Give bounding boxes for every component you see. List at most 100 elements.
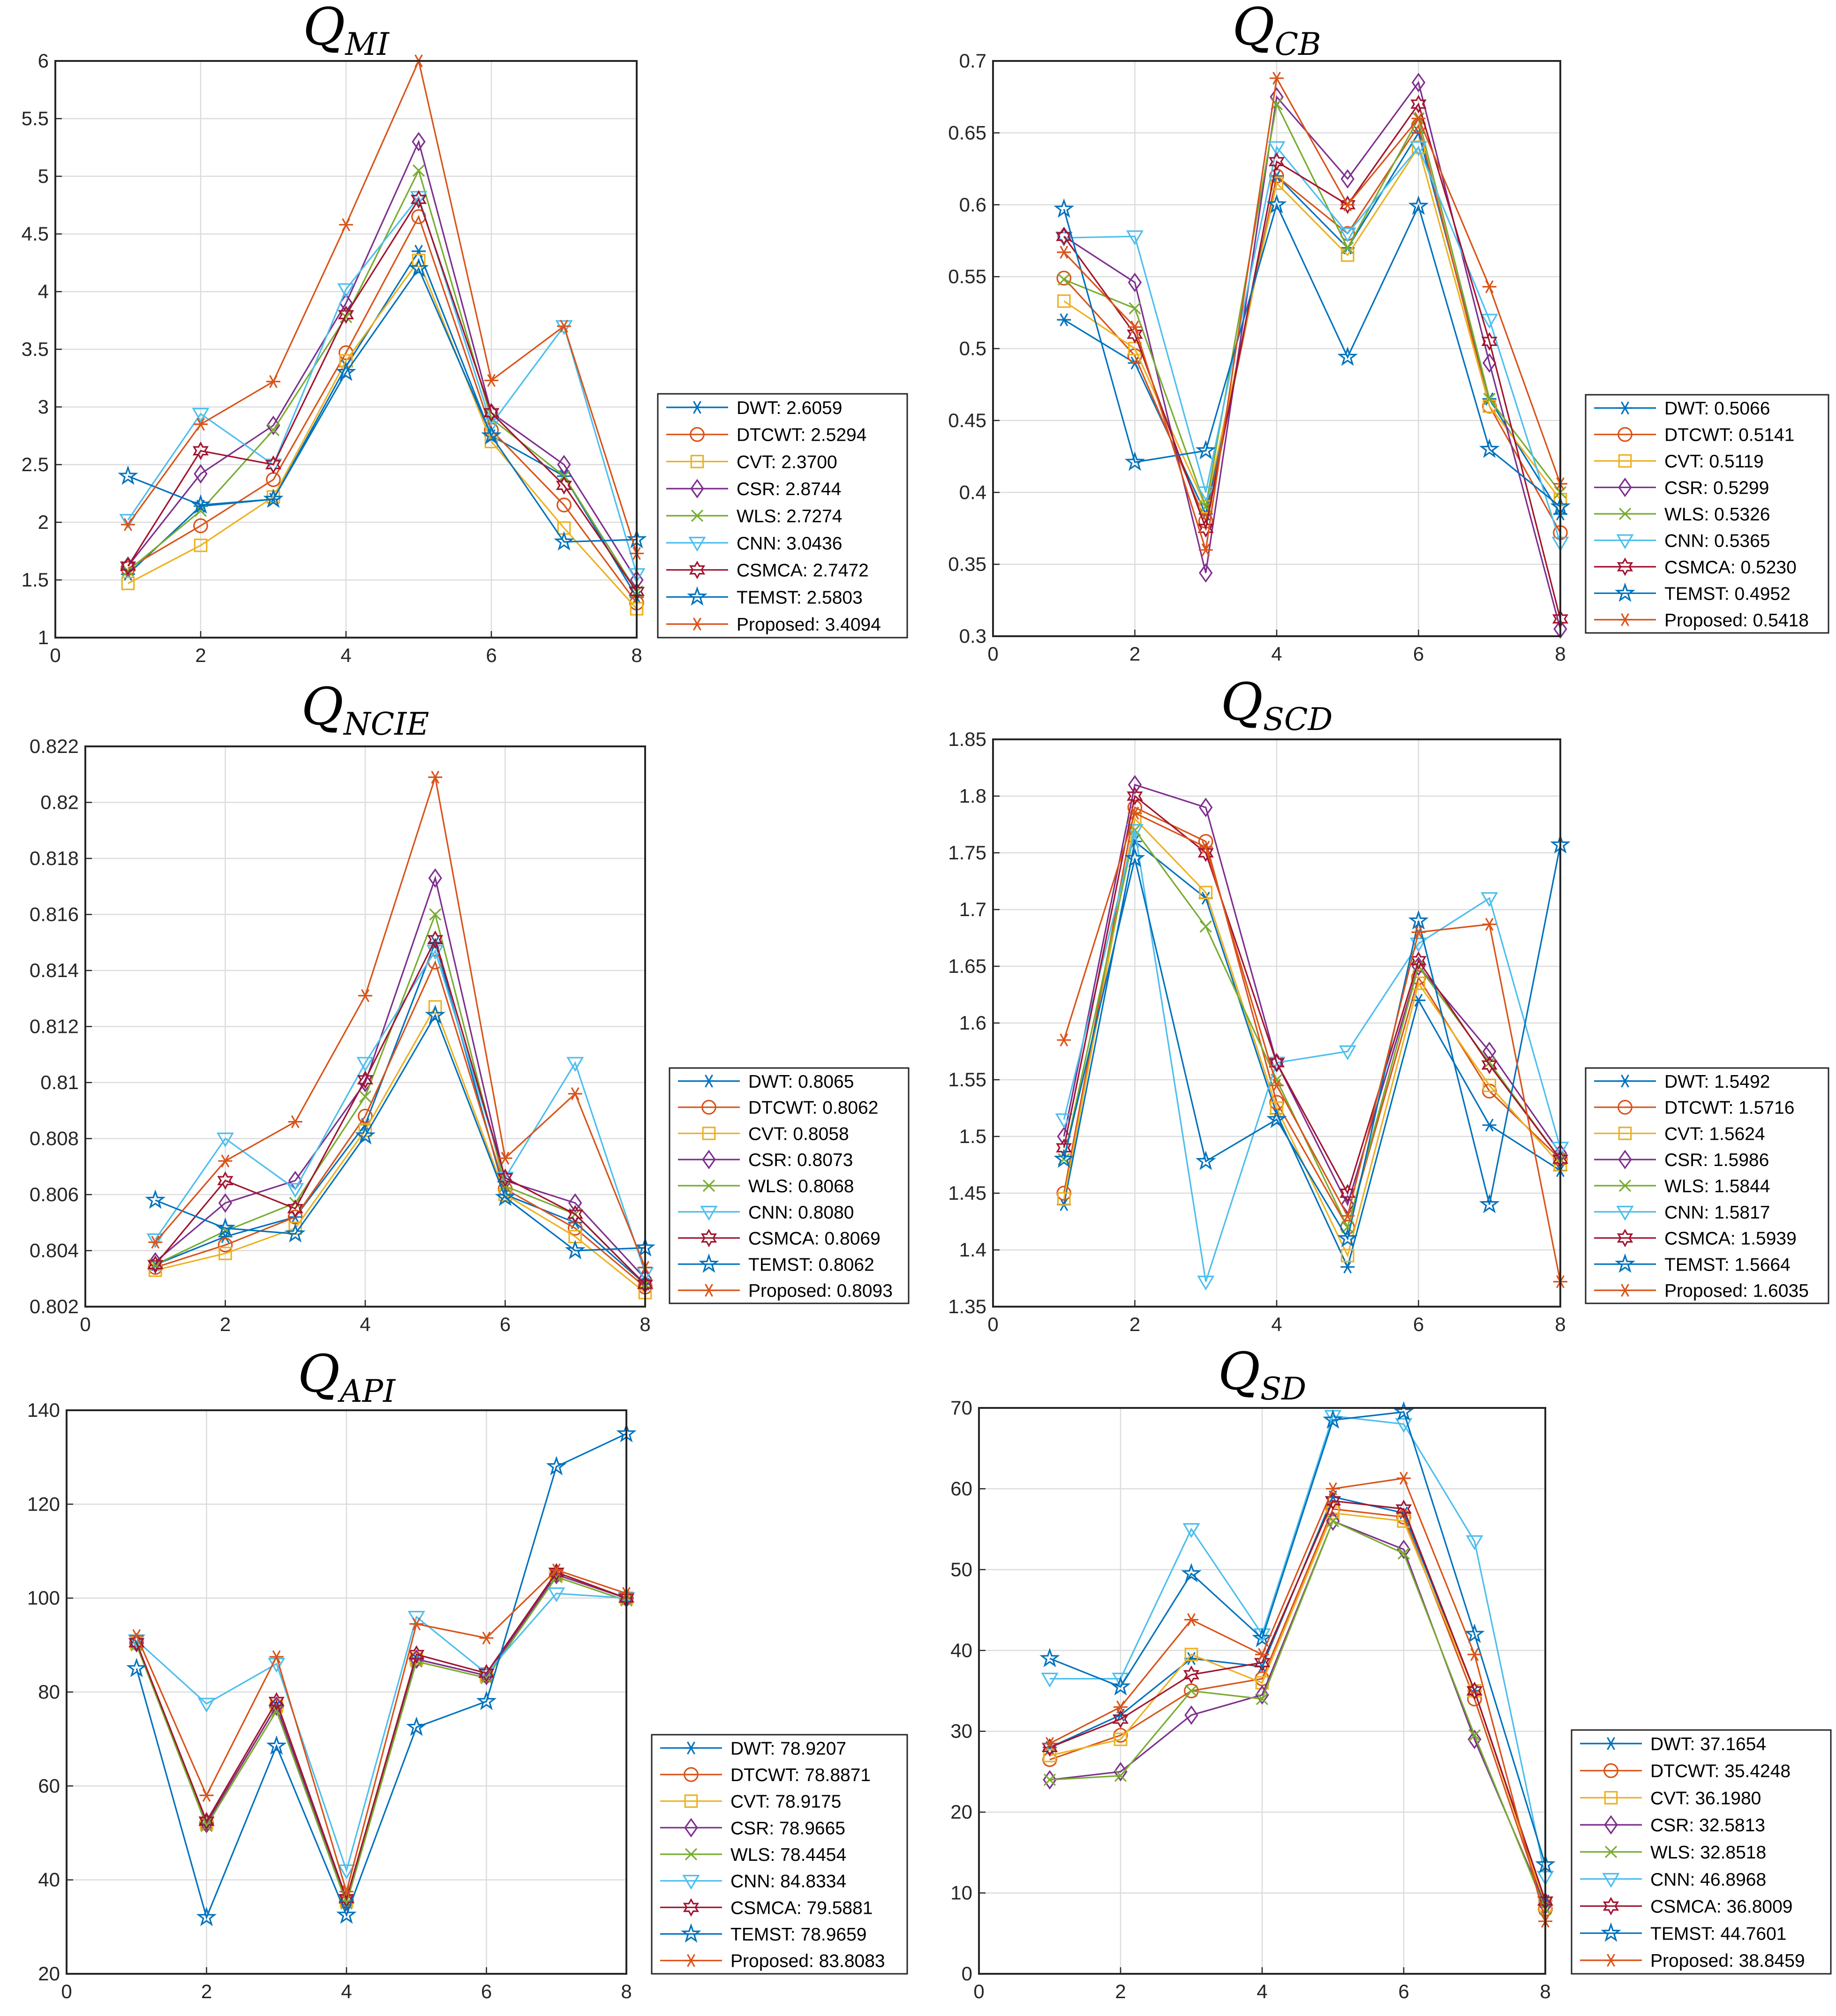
- data-point-cvt: [1412, 976, 1425, 990]
- data-point-wls: [1199, 920, 1212, 933]
- data-point-dtcwt: [193, 518, 208, 534]
- legend-marker-temst: [699, 1253, 719, 1273]
- x-tick-label: 4: [1271, 643, 1282, 665]
- legend-entry-temst: TEMST: 44.7601: [1580, 1922, 1786, 1944]
- data-point-csmca: [556, 476, 572, 495]
- legend-label: DWT: 37.1654: [1650, 1734, 1766, 1754]
- data-point-csr: [1199, 797, 1213, 817]
- legend-marker-wls: [1618, 507, 1632, 520]
- legend-label: Proposed: 0.5418: [1664, 610, 1809, 631]
- data-point-cnn: [1126, 824, 1144, 839]
- data-point-dtcwt: [557, 497, 572, 512]
- data-point-temst: [215, 1217, 236, 1237]
- data-point-temst: [1195, 1151, 1216, 1170]
- legend-label: CSR: 0.8073: [748, 1150, 853, 1170]
- legend-entry-cvt: CVT: 78.9175: [660, 1792, 841, 1812]
- axes-frame: [992, 738, 1561, 1308]
- data-point-proposed: [1340, 198, 1355, 211]
- data-point-temst: [336, 1904, 357, 1924]
- data-point-proposed: [428, 770, 443, 784]
- data-point-temst: [1464, 1623, 1485, 1643]
- series-cnn: [146, 945, 654, 1282]
- data-point-cvt: [1199, 886, 1213, 900]
- y-tick-label: 0.7: [959, 50, 986, 72]
- data-point-proposed: [557, 319, 571, 333]
- x-tick-label: 4: [341, 1980, 352, 2002]
- data-point-csr: [1199, 563, 1213, 583]
- data-point-wls: [412, 164, 425, 177]
- legend-entry-dwt: DWT: 1.5492: [1594, 1072, 1770, 1092]
- series-line-dtcwt: [128, 215, 638, 604]
- data-point-cnn: [1197, 1275, 1215, 1291]
- data-point-csr: [557, 455, 571, 474]
- data-point-csmca: [1127, 324, 1143, 344]
- series-line-csmca: [155, 937, 646, 1285]
- data-point-csr: [568, 1193, 582, 1213]
- data-point-wls: [121, 564, 135, 577]
- data-point-csmca: [427, 930, 444, 949]
- data-point-temst: [1393, 1401, 1414, 1421]
- legend-marker-proposed: [684, 1954, 698, 1967]
- data-point-csr: [1128, 775, 1142, 795]
- series-line-dwt: [127, 249, 638, 598]
- series-line-temst: [1063, 844, 1561, 1241]
- data-point-wls: [1483, 392, 1496, 405]
- data-point-csr: [218, 1193, 233, 1213]
- legend-entry-temst: TEMST: 0.4952: [1594, 582, 1791, 604]
- series-line-cvt: [1063, 145, 1561, 509]
- x-tick-label: 0: [973, 1980, 984, 2002]
- y-tick-label: 1.65: [948, 955, 986, 977]
- legend-entry-proposed: Proposed: 38.8459: [1580, 1951, 1805, 1971]
- y-tick-label: 0.808: [30, 1128, 79, 1150]
- data-point-proposed: [269, 1650, 284, 1663]
- legend-label: DTCWT: 1.5716: [1664, 1098, 1794, 1118]
- data-point-temst: [1124, 848, 1145, 867]
- legend-marker-csr: [702, 1150, 716, 1169]
- x-tick-label: 8: [1540, 1980, 1550, 2002]
- data-point-dwt: [1184, 1652, 1198, 1665]
- data-point-temst: [481, 425, 502, 445]
- legend-entry-dtcwt: DTCWT: 78.8871: [660, 1765, 871, 1785]
- data-point-proposed: [121, 518, 135, 531]
- data-point-wls: [429, 908, 442, 921]
- data-point-cnn: [566, 1057, 584, 1072]
- legend-entry-proposed: Proposed: 3.4094: [666, 615, 881, 635]
- legend-marker-csr: [684, 1818, 698, 1838]
- data-point-temst: [476, 1691, 497, 1710]
- data-point-dtcwt: [1056, 271, 1072, 286]
- y-tick-label: 1.55: [948, 1068, 986, 1091]
- chart-title: QCB: [1232, 0, 1321, 62]
- y-tick-label: 6: [38, 50, 49, 72]
- legend-entry-csmca: CSMCA: 0.5230: [1594, 557, 1797, 578]
- data-point-cnn: [1268, 141, 1286, 156]
- legend-marker-wls: [691, 509, 704, 522]
- series-temst: [1039, 1401, 1556, 1873]
- data-point-temst: [1195, 440, 1216, 459]
- legend-entry-cnn: CNN: 46.8968: [1580, 1870, 1766, 1890]
- series-line-dtcwt: [155, 960, 646, 1288]
- data-point-csr: [1467, 1730, 1482, 1749]
- data-point-temst: [196, 1906, 217, 1926]
- legend-label: CSR: 32.5813: [1650, 1815, 1765, 1835]
- y-tick-label: 60: [38, 1775, 60, 1797]
- data-point-csmca: [198, 1812, 215, 1831]
- chart-cb: 0 2 4 6 8 0.3 0.35 0.4 0.45 0.5 0.55 0.6 0.65 0.7 QCB D…: [948, 0, 1829, 665]
- legend: DWT: 78.9207 DTCWT: 78.8871 CVT: 78.9175 CS…: [651, 1734, 908, 1975]
- data-point-wls: [267, 424, 280, 436]
- data-point-csmca: [1197, 519, 1214, 538]
- data-point-wls: [1058, 273, 1070, 286]
- data-point-wls: [1185, 1685, 1198, 1697]
- y-tick-label: 2.5: [22, 453, 49, 475]
- legend-label: CVT: 1.5624: [1664, 1124, 1765, 1144]
- legend-marker-proposed: [702, 1284, 716, 1297]
- y-tick-label: 140: [27, 1399, 60, 1421]
- data-point-cnn: [146, 1233, 164, 1249]
- data-point-csr: [1411, 956, 1426, 976]
- data-point-csmca: [497, 1168, 513, 1188]
- data-point-wls: [1043, 1774, 1056, 1786]
- data-point-cvt: [1482, 1078, 1497, 1092]
- data-point-cvt: [412, 254, 426, 267]
- axes-frame: [978, 1407, 1546, 1975]
- series-line-cnn: [1063, 830, 1561, 1282]
